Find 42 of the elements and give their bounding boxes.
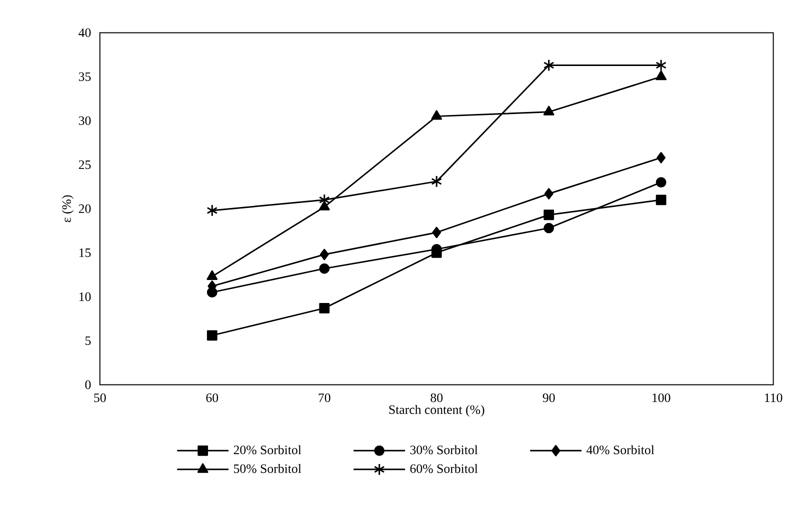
- legend-label: 30% Sorbitol: [410, 445, 478, 454]
- point: [431, 110, 442, 120]
- y-tick-label: 0: [85, 380, 91, 389]
- y-tick-label: 5: [86, 336, 91, 345]
- point: [206, 204, 218, 217]
- y-tick-label: 35: [78, 72, 91, 81]
- legend-label: 20% Sorbitol: [234, 445, 302, 454]
- point: [543, 58, 554, 72]
- point: [319, 263, 330, 274]
- legend-label: 50% Sorbitol: [234, 464, 302, 473]
- point: [544, 210, 554, 220]
- x-tick-label: 60: [206, 393, 218, 402]
- point: [656, 194, 666, 205]
- point: [206, 270, 218, 280]
- y-tick-label: 10: [79, 292, 91, 301]
- x-axis-title: Starch content (%): [389, 404, 484, 416]
- legend-label: 60% Sorbitol: [410, 464, 478, 473]
- x-tick-label: 80: [430, 393, 443, 402]
- point: [544, 188, 554, 200]
- legend-label: 40% Sorbitol: [586, 445, 654, 454]
- y-tick-label: 20: [78, 204, 91, 213]
- point: [543, 106, 554, 116]
- point: [656, 70, 667, 80]
- x-tick-label: 90: [542, 393, 555, 402]
- point: [431, 175, 442, 188]
- x-tick-label: 70: [318, 393, 330, 402]
- x-tick-label: 110: [765, 393, 782, 402]
- point: [544, 222, 554, 234]
- point: [656, 176, 666, 188]
- y-tick-label: 25: [78, 160, 91, 169]
- y-tick-label: 40: [78, 28, 91, 37]
- x-tick-label: 100: [652, 393, 670, 402]
- y-tick-label: 30: [78, 116, 91, 125]
- x-tick-label: 50: [94, 393, 106, 402]
- point: [656, 152, 666, 164]
- point: [320, 248, 329, 260]
- y-tick-label: 15: [79, 248, 91, 257]
- point: [319, 302, 330, 314]
- y-axis-title: ε (%): [62, 195, 74, 222]
- point: [206, 330, 218, 340]
- point: [656, 58, 667, 72]
- point: [432, 226, 442, 238]
